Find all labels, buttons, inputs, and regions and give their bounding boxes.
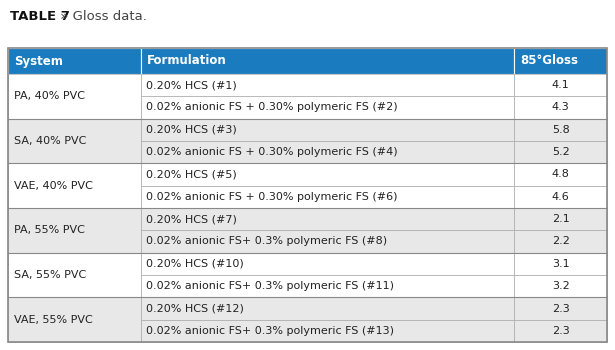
Bar — [141, 208, 514, 230]
Bar — [514, 208, 607, 230]
Text: 0.02% anionic FS + 0.30% polymeric FS (#6): 0.02% anionic FS + 0.30% polymeric FS (#… — [146, 192, 397, 202]
Text: 0.20% HCS (#5): 0.20% HCS (#5) — [146, 169, 237, 180]
Text: 0.02% anionic FS + 0.30% polymeric FS (#4): 0.02% anionic FS + 0.30% polymeric FS (#… — [146, 147, 398, 157]
Text: System: System — [14, 55, 63, 68]
Bar — [141, 186, 514, 208]
Bar — [514, 119, 607, 141]
Bar — [8, 74, 141, 119]
Text: 4.8: 4.8 — [552, 169, 569, 180]
Bar — [514, 253, 607, 275]
Text: 2.3: 2.3 — [552, 326, 569, 336]
Bar — [141, 48, 514, 74]
Bar — [8, 48, 607, 342]
Bar — [141, 74, 514, 96]
Text: 0.20% HCS (#1): 0.20% HCS (#1) — [146, 80, 237, 90]
Text: SA, 40% PVC: SA, 40% PVC — [14, 136, 86, 146]
Text: VAE, 40% PVC: VAE, 40% PVC — [14, 181, 93, 191]
Bar — [141, 163, 514, 186]
Text: 2.2: 2.2 — [552, 237, 569, 246]
Text: PA, 40% PVC: PA, 40% PVC — [14, 91, 85, 102]
Bar — [514, 230, 607, 253]
Bar — [141, 230, 514, 253]
Text: 0.02% anionic FS + 0.30% polymeric FS (#2): 0.02% anionic FS + 0.30% polymeric FS (#… — [146, 103, 398, 112]
Bar — [514, 96, 607, 119]
Text: 85°Gloss: 85°Gloss — [520, 55, 578, 68]
Bar — [141, 298, 514, 320]
Text: 5.2: 5.2 — [552, 147, 569, 157]
Text: 0.02% anionic FS+ 0.3% polymeric FS (#8): 0.02% anionic FS+ 0.3% polymeric FS (#8) — [146, 237, 387, 246]
Bar — [8, 119, 141, 163]
Text: 0.02% anionic FS+ 0.3% polymeric FS (#13): 0.02% anionic FS+ 0.3% polymeric FS (#13… — [146, 326, 394, 336]
Text: 3.1: 3.1 — [552, 259, 569, 269]
Text: 4.3: 4.3 — [552, 103, 569, 112]
Bar — [141, 253, 514, 275]
Text: 3.2: 3.2 — [552, 281, 569, 291]
Bar — [8, 208, 141, 253]
Bar — [8, 298, 141, 342]
Bar — [141, 320, 514, 342]
Bar — [8, 253, 141, 298]
Text: TABLE 7: TABLE 7 — [10, 10, 70, 23]
Bar — [141, 275, 514, 298]
Text: SA, 55% PVC: SA, 55% PVC — [14, 270, 86, 280]
Bar — [514, 141, 607, 163]
Bar — [514, 298, 607, 320]
Bar — [514, 163, 607, 186]
Text: 4.6: 4.6 — [552, 192, 569, 202]
Text: VAE, 55% PVC: VAE, 55% PVC — [14, 315, 93, 325]
Text: 4.1: 4.1 — [552, 80, 569, 90]
Bar — [514, 275, 607, 298]
Bar — [8, 48, 141, 74]
Bar — [514, 74, 607, 96]
Text: 2.1: 2.1 — [552, 214, 569, 224]
Bar — [141, 96, 514, 119]
Text: 0.20% HCS (#12): 0.20% HCS (#12) — [146, 303, 244, 314]
Text: 5.8: 5.8 — [552, 125, 569, 135]
Text: 0.20% HCS (#3): 0.20% HCS (#3) — [146, 125, 237, 135]
Text: » Gloss data.: » Gloss data. — [56, 10, 147, 23]
Bar — [514, 186, 607, 208]
Bar — [514, 320, 607, 342]
Text: 2.3: 2.3 — [552, 303, 569, 314]
Text: 0.20% HCS (#7): 0.20% HCS (#7) — [146, 214, 237, 224]
Text: 0.20% HCS (#10): 0.20% HCS (#10) — [146, 259, 244, 269]
Text: 0.02% anionic FS+ 0.3% polymeric FS (#11): 0.02% anionic FS+ 0.3% polymeric FS (#11… — [146, 281, 394, 291]
Bar — [141, 119, 514, 141]
Text: Formulation: Formulation — [147, 55, 227, 68]
Text: PA, 55% PVC: PA, 55% PVC — [14, 225, 85, 235]
Bar — [8, 163, 141, 208]
Bar — [514, 48, 607, 74]
Bar — [141, 141, 514, 163]
